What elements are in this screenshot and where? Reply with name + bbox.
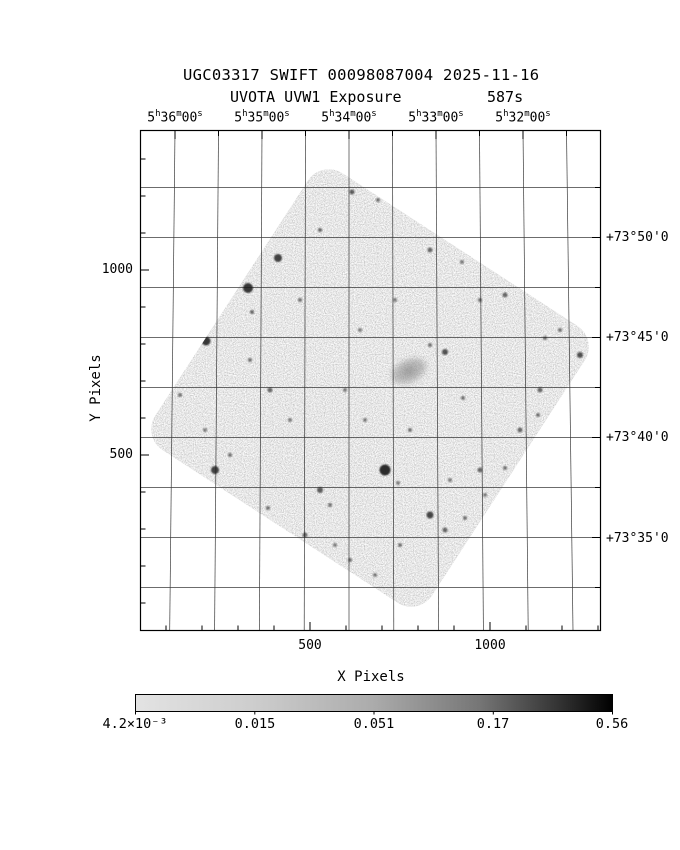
point-source xyxy=(483,493,487,497)
axis-ticks xyxy=(140,130,601,631)
y-axis-label: Y Pixels xyxy=(88,354,104,422)
point-source xyxy=(211,466,219,474)
y-tick-label-1000: 1000 xyxy=(101,262,133,277)
point-source xyxy=(503,466,507,470)
colorbar-label-0: 4.2×10⁻³ xyxy=(102,716,168,732)
point-source xyxy=(376,198,380,202)
point-source xyxy=(460,260,464,264)
point-source xyxy=(379,464,391,476)
x-tick-label-1000: 1000 xyxy=(474,638,506,653)
point-source xyxy=(343,388,347,392)
point-source xyxy=(448,478,452,482)
point-sources xyxy=(178,189,583,577)
dec-tick-label-3: +73°35'0 xyxy=(606,531,669,546)
dec-tick-label-1: +73°45'0 xyxy=(606,330,669,345)
x-tick-label-500: 500 xyxy=(298,638,322,653)
figure-subtitle: UVOTA UVW1 Exposure xyxy=(230,88,402,106)
dec-tick-label-2: +73°40'0 xyxy=(606,430,669,445)
point-source xyxy=(266,506,270,510)
point-source xyxy=(461,396,465,400)
point-source xyxy=(478,298,482,302)
point-source xyxy=(243,283,253,293)
colorbar xyxy=(135,694,613,715)
point-source xyxy=(427,247,433,253)
galaxy-smudge xyxy=(392,358,426,384)
point-source xyxy=(398,543,402,547)
figure-title: UGC03317 SWIFT 00098087004 2025-11-16 xyxy=(183,66,540,84)
exposure-time: 587s xyxy=(487,88,524,106)
point-source xyxy=(537,387,543,393)
point-source xyxy=(442,527,448,533)
point-source xyxy=(543,336,547,340)
x-axis-label: X Pixels xyxy=(337,669,405,685)
point-source xyxy=(442,349,448,355)
point-source xyxy=(536,413,540,417)
point-source xyxy=(517,427,523,433)
point-source xyxy=(178,393,182,397)
ra-tick-label-2: 5h34m00s xyxy=(321,109,377,126)
point-source xyxy=(349,189,355,195)
point-source xyxy=(363,418,367,422)
point-source xyxy=(358,328,362,332)
point-source xyxy=(274,254,282,262)
ra-tick-label-3: 5h33m00s xyxy=(408,109,464,126)
point-source xyxy=(426,511,434,519)
point-source xyxy=(302,532,308,538)
point-source xyxy=(577,352,583,358)
point-source xyxy=(373,573,377,577)
colorbar-label-1: 0.015 xyxy=(234,716,276,732)
point-source xyxy=(408,428,412,432)
dec-tick-label-0: +73°50'0 xyxy=(606,230,669,245)
point-source xyxy=(328,503,332,507)
point-source xyxy=(250,310,254,314)
ra-tick-label-1: 5h35m00s xyxy=(234,109,290,126)
point-source xyxy=(558,328,562,332)
point-source xyxy=(477,467,483,473)
point-source xyxy=(396,481,400,485)
point-source xyxy=(393,298,397,302)
point-source xyxy=(317,487,323,493)
ra-tick-label-4: 5h32m00s xyxy=(495,109,551,126)
point-source xyxy=(318,228,322,232)
point-source xyxy=(428,343,432,347)
point-source xyxy=(333,543,337,547)
point-source xyxy=(267,387,273,393)
point-source xyxy=(228,453,232,457)
coordinate-grid xyxy=(140,130,601,631)
point-source xyxy=(463,516,467,520)
point-source xyxy=(248,358,252,362)
point-source xyxy=(288,418,292,422)
point-source xyxy=(298,298,302,302)
point-source xyxy=(348,558,352,562)
point-source xyxy=(203,428,207,432)
colorbar-label-2: 0.051 xyxy=(353,716,395,732)
ra-tick-label-0: 5h36m00s xyxy=(147,109,203,126)
colorbar-label-3: 0.17 xyxy=(476,716,510,732)
colorbar-gradient xyxy=(135,694,613,712)
point-source xyxy=(502,292,508,298)
y-tick-label-500: 500 xyxy=(109,447,133,462)
colorbar-ticks xyxy=(135,711,613,715)
colorbar-label-4: 0.56 xyxy=(595,716,629,732)
